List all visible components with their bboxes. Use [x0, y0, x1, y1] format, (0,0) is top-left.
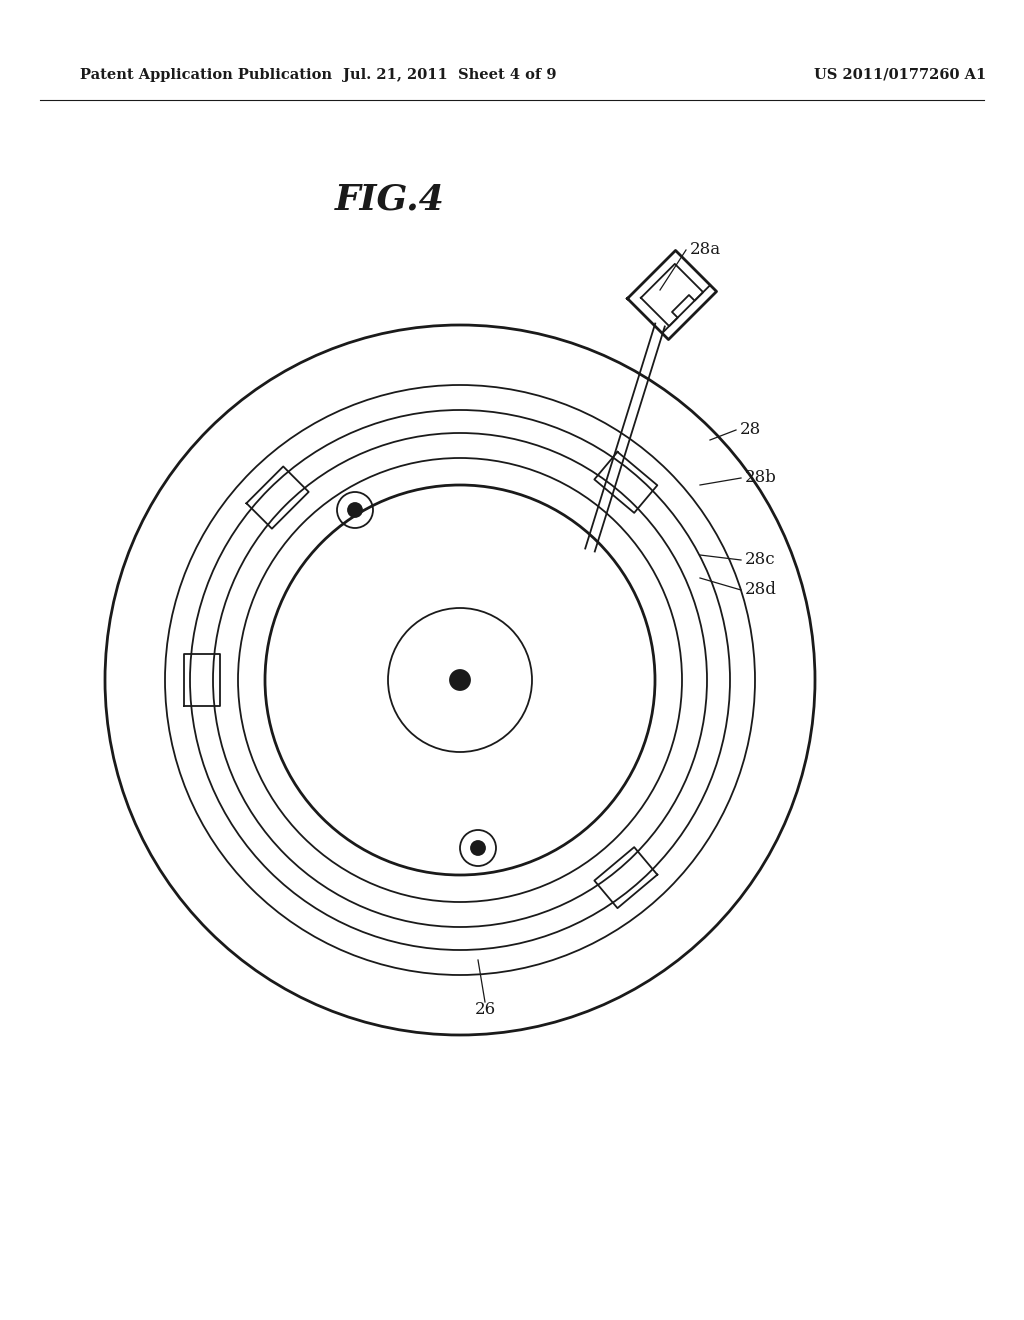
Circle shape: [450, 671, 470, 690]
Text: FIG.4: FIG.4: [335, 183, 445, 216]
Circle shape: [471, 841, 485, 855]
Text: 28a: 28a: [690, 242, 721, 259]
Circle shape: [348, 503, 362, 517]
Text: 28: 28: [740, 421, 761, 438]
Text: 28c: 28c: [745, 552, 775, 569]
Text: 28b: 28b: [745, 470, 777, 487]
Text: Patent Application Publication: Patent Application Publication: [80, 69, 332, 82]
Text: 26: 26: [474, 1002, 496, 1019]
Text: Jul. 21, 2011  Sheet 4 of 9: Jul. 21, 2011 Sheet 4 of 9: [343, 69, 557, 82]
Text: 28d: 28d: [745, 582, 777, 598]
Text: US 2011/0177260 A1: US 2011/0177260 A1: [814, 69, 986, 82]
